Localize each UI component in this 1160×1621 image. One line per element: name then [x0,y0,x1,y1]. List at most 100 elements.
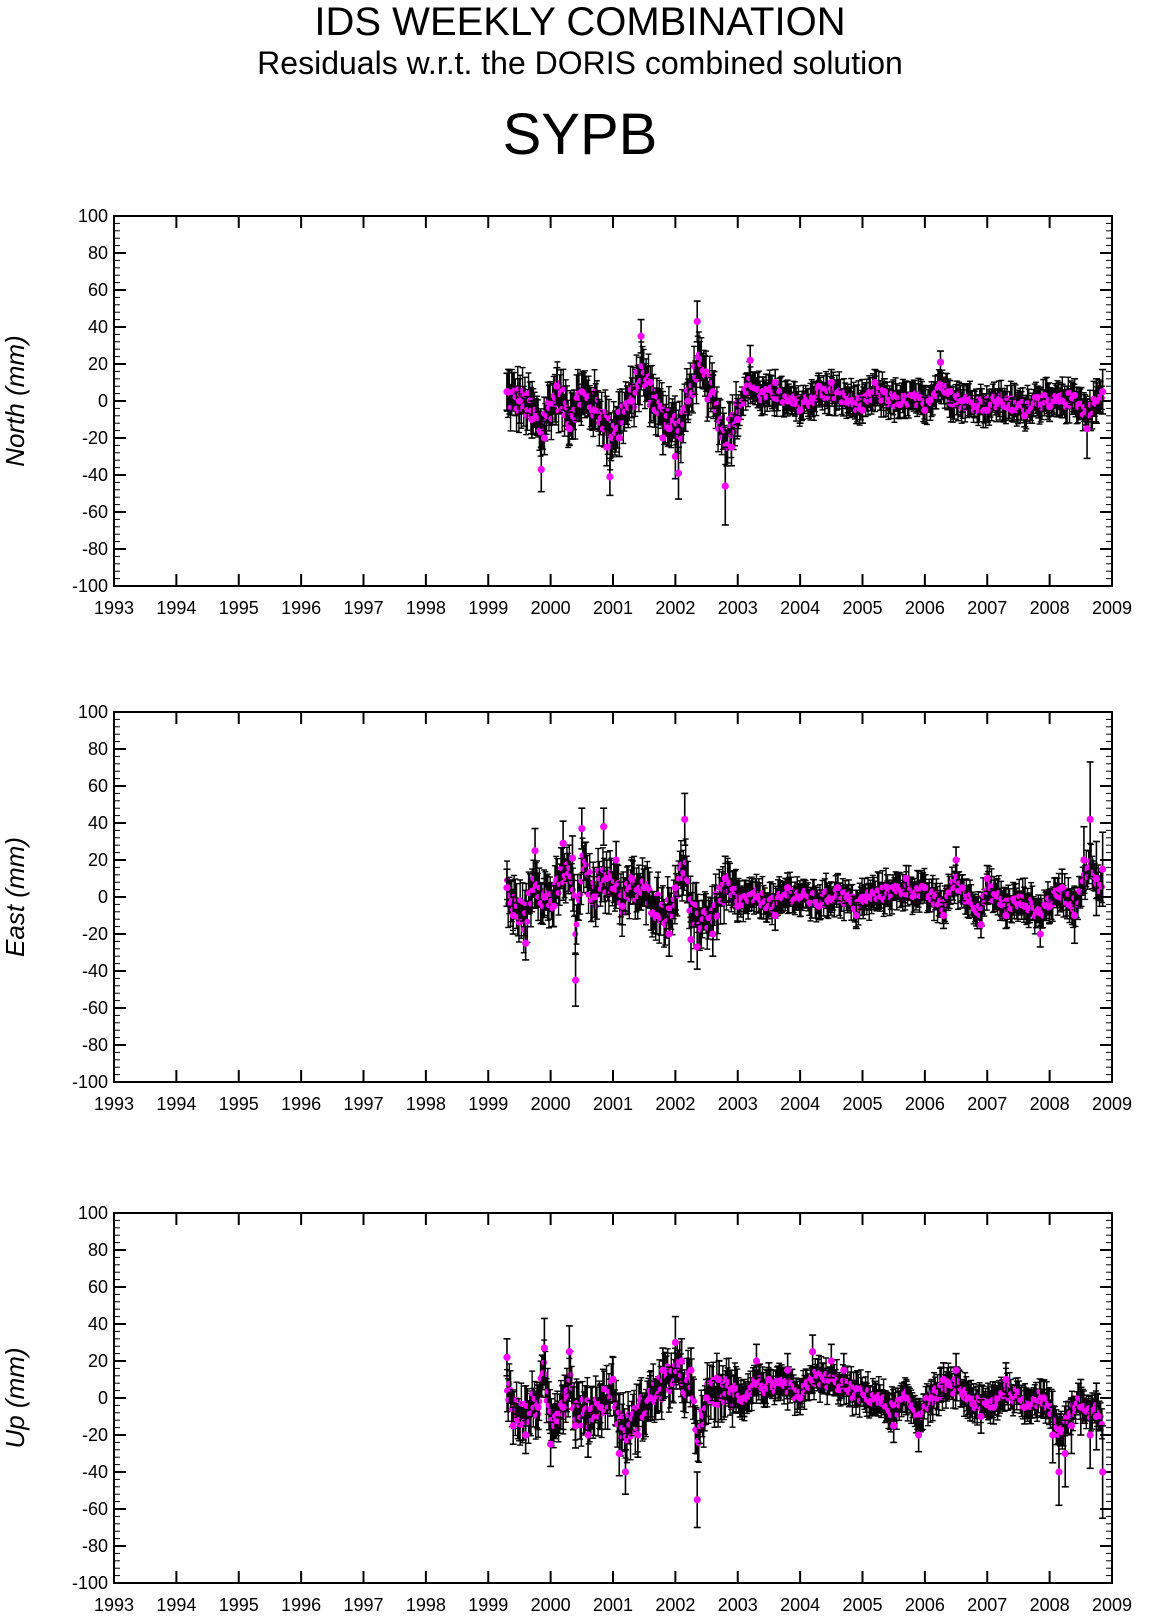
data-point [1046,402,1054,411]
x-tick-label: 2001 [593,598,633,618]
data-point [540,434,548,442]
y-tick-label: 60 [88,1277,108,1297]
data-point [524,918,531,925]
x-tick-label: 1993 [94,598,134,618]
x-tick-label: 2007 [967,598,1007,618]
data-point [746,356,754,364]
data-point [958,884,966,892]
x-tick-label: 1993 [94,1595,134,1615]
panel-east: 1993 1994 1995 1996 1997 1998 1999 2000 2001 2002… [0,702,1132,1114]
y-tick-label: 40 [88,813,108,833]
y-tick-label: -60 [82,502,108,522]
data-point [852,911,860,920]
y-tick-label: -60 [82,998,108,1018]
data-point [1021,412,1029,420]
data-point [603,443,611,451]
x-tick-label: 1994 [156,1595,196,1615]
data-point [727,443,736,451]
y-tick-label: 100 [78,1203,108,1223]
data-point [553,382,561,390]
x-tick-label: 2002 [655,598,695,618]
data-point [983,874,991,883]
data-point [740,400,747,407]
data-point [983,406,991,414]
x-tick-label: 1998 [406,598,446,618]
data-point [871,378,879,387]
data-point [952,856,960,864]
x-tick-label: 1994 [156,598,196,618]
y-tick-label: -20 [82,1425,108,1445]
data-series [503,761,1107,1007]
data-point [628,397,636,405]
data-point [665,425,673,433]
data-point [1080,856,1088,864]
y-tick-label: 80 [88,739,108,759]
data-point [896,401,904,409]
data-point [671,452,679,461]
data-point [703,368,710,375]
x-tick-label: 1994 [156,1094,196,1114]
chart-subtitle: Residuals w.r.t. the DORIS combined solu… [257,45,903,81]
data-point [858,406,867,414]
data-point [548,415,555,422]
data-point [559,839,567,847]
x-tick-label: 1999 [468,1094,508,1114]
data-point [578,388,586,396]
data-point [600,823,608,831]
data-point [685,878,692,885]
data-point [1070,911,1079,920]
data-point [977,921,985,929]
data-point [618,902,626,910]
data-point [709,388,717,396]
x-tick-label: 1996 [281,1595,321,1615]
data-point [560,386,567,393]
data-point [665,930,673,938]
station-name: SYPB [502,102,658,167]
data-point [583,861,590,868]
data-point [1086,815,1094,823]
x-tick-label: 1995 [219,598,259,618]
data-point [615,434,623,442]
x-tick-label: 2008 [1030,598,1070,618]
data-point [958,397,966,405]
x-tick-label: 2009 [1092,1094,1132,1114]
data-point [677,435,684,442]
data-point [721,874,729,883]
data-point [693,943,701,951]
y-tick-label: 100 [78,206,108,226]
data-point [784,884,792,892]
data-point [674,469,683,477]
weekly-cloud [503,1339,1105,1464]
data-point [1070,391,1079,400]
data-point [908,391,917,400]
data-point [1099,865,1107,873]
data-point [883,884,892,892]
data-point [590,893,598,901]
x-tick-label: 1996 [281,598,321,618]
data-point [572,931,579,938]
data-point [537,465,545,474]
data-point [796,893,804,901]
data-point [603,874,611,883]
data-point [671,884,679,892]
x-tick-label: 2004 [780,1094,820,1114]
x-tick-label: 1999 [468,1595,508,1615]
y-tick-label: -40 [82,465,108,485]
y-tick-label: 80 [88,1240,108,1260]
data-point [1099,388,1107,396]
data-point [1036,930,1044,938]
x-tick-label: 1995 [219,1595,259,1615]
data-point [606,473,614,481]
y-tick-label: -80 [82,1035,108,1055]
data-point [815,902,823,910]
data-point [550,902,558,910]
y-tick-label: -100 [72,576,108,596]
x-tick-label: 2001 [593,1094,633,1114]
y-tick-label: -40 [82,961,108,981]
y-tick-label: 20 [88,354,108,374]
x-tick-label: 1997 [343,1595,383,1615]
x-tick-label: 2004 [780,1595,820,1615]
x-tick-label: 2007 [967,1595,1007,1615]
data-point [709,930,717,938]
